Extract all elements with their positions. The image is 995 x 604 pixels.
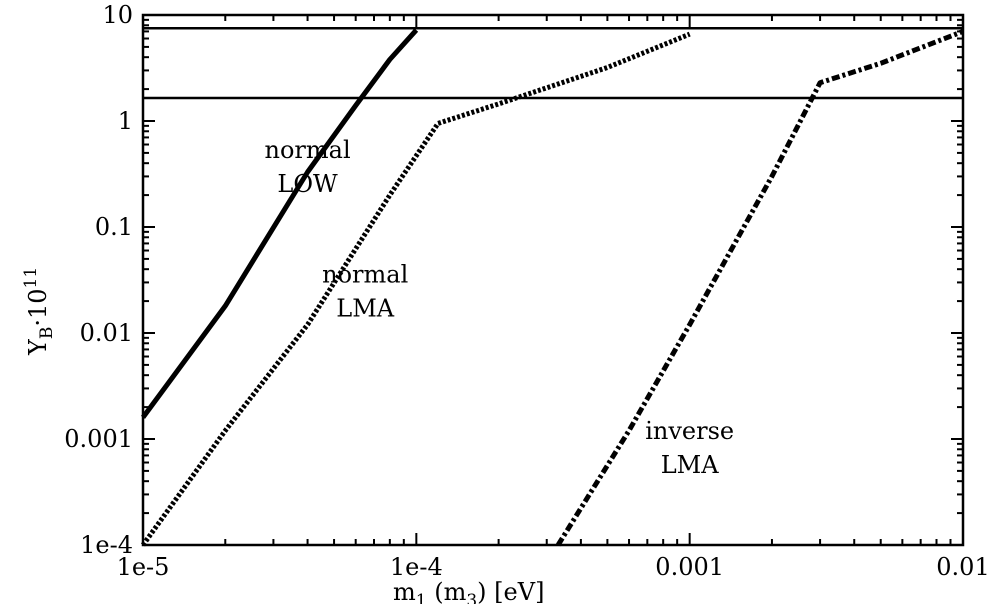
y-tick-label: 0.001 <box>64 425 133 453</box>
curve-annotation: normal LOW <box>265 136 351 198</box>
y-tick-label: 1 <box>118 107 133 135</box>
x-tick-label: 1e-4 <box>390 553 443 581</box>
x-axis-label: m1 (m3) [eV] <box>393 578 544 604</box>
plot-frame <box>141 13 965 547</box>
series-line-solid <box>140 28 419 419</box>
y-tick-label: 10 <box>102 1 133 29</box>
curve-annotation: normal LMA <box>322 260 408 322</box>
y-tick-label: 1e-4 <box>80 531 133 559</box>
annotations: normal LOW normal LMA inverse LMA <box>265 136 735 479</box>
y-tick-label: 0.01 <box>80 319 133 347</box>
y-tick-label: 0.1 <box>95 213 133 241</box>
x-tick-label: 0.001 <box>655 553 724 581</box>
curve-annotation: inverse LMA <box>645 417 734 479</box>
horizontal-lines <box>143 26 963 100</box>
series-line-dashdot <box>555 29 964 547</box>
y-axis-label: YB·1011 <box>21 267 57 356</box>
series-line-dotted <box>140 31 691 547</box>
series-group <box>140 28 964 547</box>
x-tick-label: 1e-5 <box>117 553 170 581</box>
x-tick-label: 0.01 <box>936 553 989 581</box>
